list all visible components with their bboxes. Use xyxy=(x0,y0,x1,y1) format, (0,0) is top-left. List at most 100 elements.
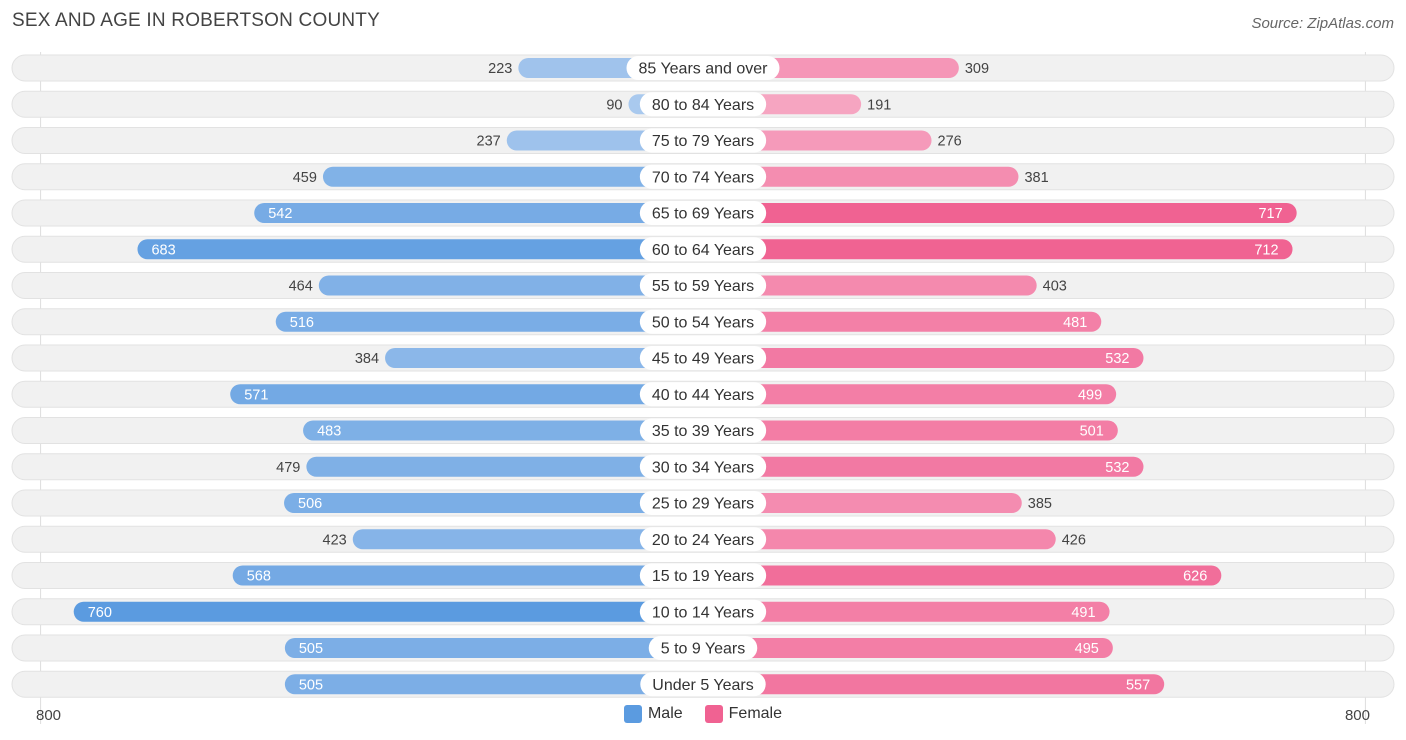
bar-female xyxy=(703,348,1144,368)
value-label-male: 505 xyxy=(299,641,323,657)
category-label-bg xyxy=(639,563,767,588)
value-label-male: 479 xyxy=(276,460,300,476)
value-label-male: 683 xyxy=(151,242,175,258)
category-label-bg xyxy=(639,201,767,225)
bar-female xyxy=(703,166,1019,187)
bar-male xyxy=(284,638,703,658)
value-label-male: 483 xyxy=(317,424,341,440)
value-label-female: 626 xyxy=(1183,569,1207,585)
category-label: 30 to 34 Years xyxy=(652,459,754,476)
bar-male xyxy=(303,420,703,441)
bar-male xyxy=(284,674,703,695)
category-label: 15 to 19 Years xyxy=(652,568,754,585)
value-label-male: 506 xyxy=(298,496,322,512)
category-label: 45 to 49 Years xyxy=(652,351,754,368)
category-label-bg xyxy=(639,454,767,479)
bar-male xyxy=(254,203,703,223)
value-label-female: 717 xyxy=(1258,206,1282,222)
value-label-female: 495 xyxy=(1075,641,1099,657)
value-label-female: 481 xyxy=(1063,315,1087,331)
category-label: 55 to 59 Years xyxy=(652,278,754,295)
value-label-female: 532 xyxy=(1105,351,1129,367)
legend-item-male: Male xyxy=(623,705,683,723)
bar-female xyxy=(703,384,1117,405)
bar-male xyxy=(322,166,703,187)
value-label-male: 459 xyxy=(293,170,317,186)
category-label: 70 to 74 Years xyxy=(652,169,754,186)
value-label-male: 237 xyxy=(477,134,501,150)
value-label-female: 499 xyxy=(1078,387,1102,403)
category-label-bg xyxy=(640,672,766,697)
category-label-bg xyxy=(639,237,767,262)
bar-male xyxy=(318,275,703,296)
category-label-bg xyxy=(639,346,767,370)
value-label-female: 385 xyxy=(1028,496,1052,512)
category-label-bg xyxy=(639,92,767,117)
value-label-male: 464 xyxy=(289,279,313,295)
value-label-female: 191 xyxy=(867,97,891,113)
category-label: 40 to 44 Years xyxy=(652,387,754,404)
value-label-female: 309 xyxy=(965,61,989,77)
legend-swatch-female xyxy=(704,705,723,723)
bar-male xyxy=(275,311,703,332)
category-label-bg xyxy=(639,164,767,189)
category-label: Under 5 Years xyxy=(652,677,753,694)
bar-female xyxy=(703,493,1022,513)
value-label-female: 532 xyxy=(1105,460,1129,476)
x-axis-right-label: 800 xyxy=(1344,707,1370,724)
category-label: 20 to 24 Years xyxy=(652,532,754,549)
bar-male xyxy=(137,239,703,260)
category-label: 25 to 29 Years xyxy=(652,496,754,513)
category-label-bg xyxy=(639,491,767,515)
category-label: 75 to 79 Years xyxy=(652,133,754,150)
bar-female xyxy=(703,275,1037,296)
category-label: 80 to 84 Years xyxy=(652,97,754,114)
category-label: 50 to 54 Years xyxy=(652,314,754,331)
category-label: 85 Years and over xyxy=(639,61,769,78)
category-label-bg xyxy=(639,128,767,153)
value-label-female: 276 xyxy=(938,134,962,150)
category-label: 10 to 14 Years xyxy=(652,604,754,621)
bar-female xyxy=(703,203,1297,223)
legend-label-male: Male xyxy=(647,705,683,722)
category-label: 5 to 9 Years xyxy=(661,641,746,658)
value-label-male: 505 xyxy=(299,677,323,693)
bar-male xyxy=(284,493,703,513)
legend-label-female: Female xyxy=(728,705,783,722)
category-label-bg xyxy=(639,527,767,552)
value-label-male: 516 xyxy=(290,315,314,331)
chart-title: SEX AND AGE IN ROBERTSON COUNTY xyxy=(12,10,380,31)
bar-male xyxy=(73,601,704,622)
bar-male xyxy=(232,565,704,586)
bar-female xyxy=(703,674,1165,695)
category-label-bg xyxy=(639,418,767,443)
value-label-male: 384 xyxy=(355,351,379,367)
legend-item-female: Female xyxy=(704,705,783,723)
bar-female xyxy=(703,529,1056,550)
legend-swatch-male xyxy=(623,705,642,723)
bar-female xyxy=(703,601,1110,622)
value-label-male: 223 xyxy=(488,61,512,77)
category-label-bg xyxy=(639,599,767,624)
value-label-female: 491 xyxy=(1071,605,1095,621)
value-label-female: 381 xyxy=(1024,170,1048,186)
bar-male xyxy=(352,529,703,550)
value-label-female: 557 xyxy=(1126,677,1150,693)
value-label-male: 571 xyxy=(244,387,268,403)
legend: Male Female xyxy=(0,705,1406,723)
category-label: 65 to 69 Years xyxy=(652,206,754,223)
bar-female xyxy=(703,638,1113,658)
bar-female xyxy=(703,565,1222,586)
bar-female xyxy=(703,311,1102,332)
value-label-female: 403 xyxy=(1043,279,1067,295)
value-label-male: 760 xyxy=(88,605,112,621)
bar-female xyxy=(703,456,1144,477)
category-label-bg xyxy=(639,382,767,407)
value-label-male: 542 xyxy=(268,206,292,222)
bar-male xyxy=(385,348,703,368)
value-label-female: 712 xyxy=(1254,242,1278,258)
bar-male xyxy=(230,384,703,405)
value-label-male: 90 xyxy=(606,97,622,113)
category-label: 60 to 64 Years xyxy=(652,242,754,259)
